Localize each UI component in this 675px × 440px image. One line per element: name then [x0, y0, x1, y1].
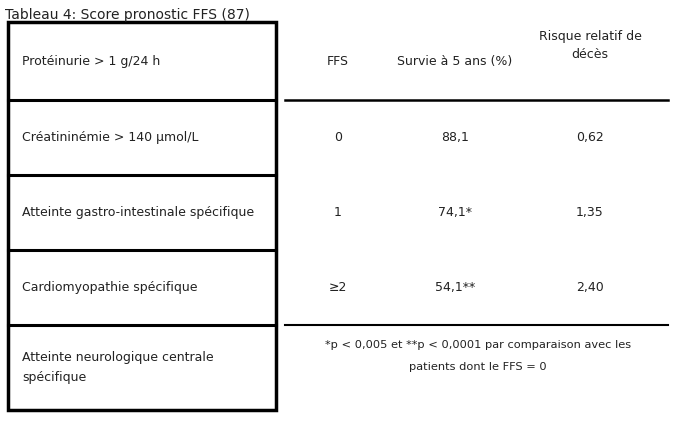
Text: 88,1: 88,1	[441, 131, 469, 144]
Text: décès: décès	[572, 48, 608, 61]
Text: 1,35: 1,35	[576, 206, 604, 219]
Text: Créatininémie > 140 μmol/L: Créatininémie > 140 μmol/L	[22, 131, 198, 144]
Text: 2,40: 2,40	[576, 281, 604, 294]
Text: *p < 0,005 et **p < 0,0001 par comparaison avec les: *p < 0,005 et **p < 0,0001 par comparais…	[325, 340, 631, 350]
Text: patients dont le FFS = 0: patients dont le FFS = 0	[409, 362, 547, 372]
Text: Atteinte neurologique centrale: Atteinte neurologique centrale	[22, 351, 213, 364]
Text: Protéinurie > 1 g/24 h: Protéinurie > 1 g/24 h	[22, 55, 160, 67]
Text: Tableau 4: Score pronostic FFS (87): Tableau 4: Score pronostic FFS (87)	[5, 8, 250, 22]
Text: Atteinte gastro-intestinale spécifique: Atteinte gastro-intestinale spécifique	[22, 206, 254, 219]
Text: 54,1**: 54,1**	[435, 281, 475, 294]
Bar	[8, 22, 276, 410]
Text: 0,62: 0,62	[576, 131, 604, 144]
Text: spécifique: spécifique	[22, 371, 86, 384]
Text: FFS: FFS	[327, 55, 349, 67]
Text: Risque relatif de: Risque relatif de	[539, 30, 641, 43]
Text: 1: 1	[334, 206, 342, 219]
Text: 0: 0	[334, 131, 342, 144]
Text: Survie à 5 ans (%): Survie à 5 ans (%)	[398, 55, 512, 67]
Text: 74,1*: 74,1*	[438, 206, 472, 219]
Text: ≥2: ≥2	[329, 281, 347, 294]
Text: Cardiomyopathie spécifique: Cardiomyopathie spécifique	[22, 281, 198, 294]
